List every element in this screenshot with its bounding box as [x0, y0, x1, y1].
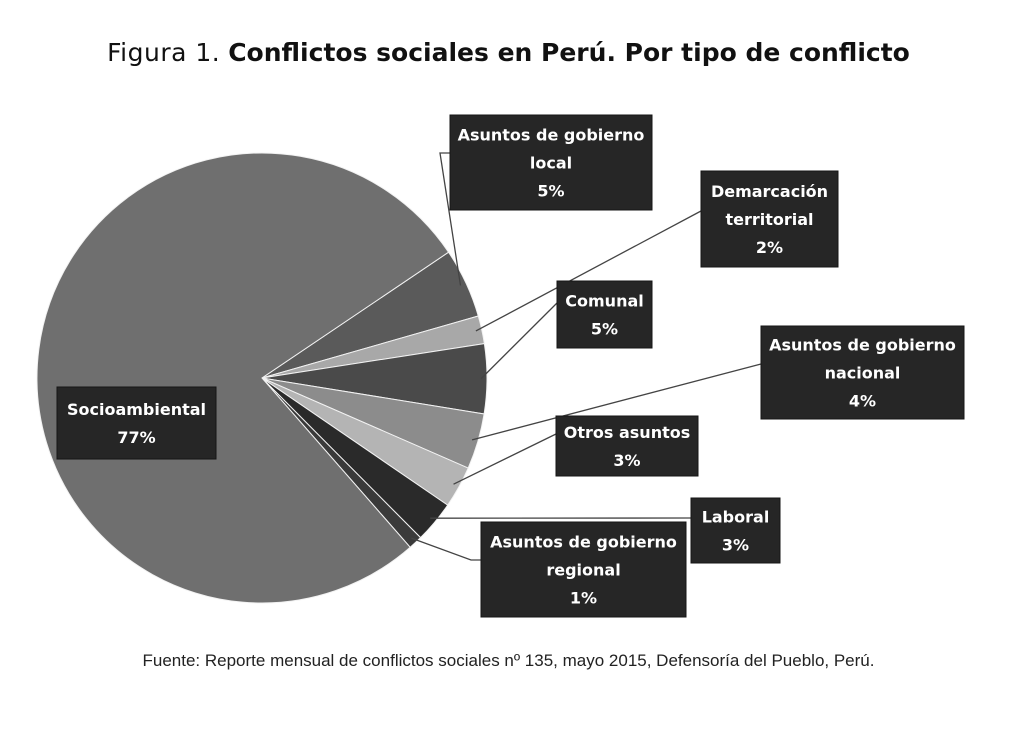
slice-value-gob-regional: 1%: [570, 589, 597, 608]
slice-label-demarcacion: Demarcación: [711, 182, 828, 201]
slice-value-otros: 3%: [613, 451, 640, 470]
callout-socioambiental: Socioambiental 77%: [56, 386, 217, 460]
slice-label-demarcacion: territorial: [725, 210, 813, 229]
leader-lines: [411, 152, 762, 561]
slice-label-gob-local: local: [530, 154, 572, 173]
callout-box-otros: [555, 415, 699, 477]
leader-line-otros: [453, 433, 557, 485]
leader-line-comunal: [480, 302, 558, 380]
callout-gob-nacional: Asuntos de gobierno nacional 4%: [760, 325, 965, 420]
slice-label-gob-nacional: nacional: [825, 364, 901, 383]
slice-label-gob-nacional: Asuntos de gobierno: [769, 336, 956, 355]
slice-label-gob-regional: regional: [546, 561, 620, 580]
slice-label-gob-local: Asuntos de gobierno: [458, 126, 645, 145]
slice-value-comunal: 5%: [591, 320, 618, 339]
callout-box-gob-regional: [480, 521, 687, 618]
leader-line-gob-nacional: [471, 363, 762, 441]
callout-comunal: Comunal 5%: [556, 280, 653, 349]
source-note: Fuente: Reporte mensual de conflictos so…: [142, 651, 875, 670]
slice-label-comunal: Comunal: [565, 292, 643, 311]
slice-label-otros: Otros asuntos: [564, 423, 691, 442]
slice-label-laboral: Laboral: [702, 508, 770, 527]
slice-value-demarcacion: 2%: [756, 238, 783, 257]
callout-box-comunal: [556, 280, 653, 349]
slice-value-gob-nacional: 4%: [849, 392, 876, 411]
callout-demarcacion: Demarcación territorial 2%: [700, 170, 839, 268]
leader-line-demarcacion: [475, 210, 702, 332]
callout-box-gob-nacional: [760, 325, 965, 420]
callout-laboral: Laboral 3%: [690, 497, 781, 564]
figure-title: Figura 1. Conflictos sociales en Perú. P…: [0, 38, 1017, 67]
slice-value-gob-local: 5%: [537, 182, 564, 201]
pie-slice-socioambiental: [36, 152, 450, 604]
callout-labels: Socioambiental 77% Asuntos de gobierno loca…: [56, 114, 965, 618]
pie-slices: [36, 152, 488, 604]
callout-box-laboral: [690, 497, 781, 564]
callout-box-gob-local: [449, 114, 653, 211]
callout-gob-local: Asuntos de gobierno local 5%: [449, 114, 653, 211]
callout-box-demarcacion: [700, 170, 839, 268]
callout-gob-regional: Asuntos de gobierno regional 1%: [480, 521, 687, 618]
slice-label-socioambiental: Socioambiental: [67, 400, 206, 419]
slice-value-laboral: 3%: [722, 536, 749, 555]
callout-box-socioambiental: [56, 386, 217, 460]
callout-otros: Otros asuntos 3%: [555, 415, 699, 477]
figure-title-text: Conflictos sociales en Perú. Por tipo de…: [228, 38, 910, 67]
figure-number: Figura 1.: [107, 38, 221, 67]
slice-value-socioambiental: 77%: [117, 428, 155, 447]
leader-line-gob-local: [439, 152, 462, 286]
slice-label-gob-regional: Asuntos de gobierno: [490, 533, 677, 552]
leader-line-gob-regional: [411, 537, 481, 561]
